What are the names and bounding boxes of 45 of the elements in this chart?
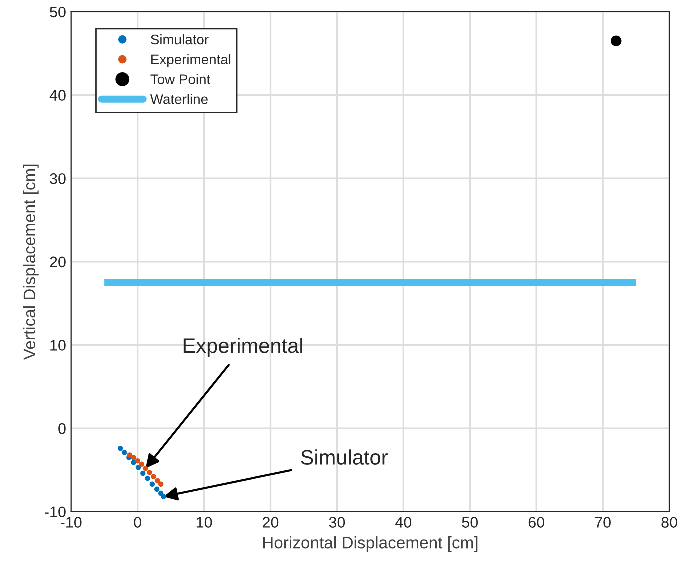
point bbox=[143, 466, 148, 472]
legend-label: Tow Point bbox=[150, 74, 211, 84]
legend-label: Experimental bbox=[152, 54, 231, 68]
x-axis-title: Horizontal Displacement [cm] bbox=[263, 536, 478, 552]
point bbox=[158, 482, 164, 487]
legend-label: Simulator bbox=[151, 34, 209, 45]
x-tick-label: 70 bbox=[595, 517, 611, 528]
legend-label: Waterline bbox=[150, 94, 208, 104]
y-tick-label: -10 bbox=[45, 506, 66, 518]
x-tick-label: 60 bbox=[528, 517, 545, 528]
y-tick-label: 30 bbox=[50, 173, 66, 184]
x-tick-label: 30 bbox=[329, 517, 346, 528]
y-tick-label: 20 bbox=[50, 256, 66, 268]
point bbox=[610, 36, 622, 47]
annotation: Simulator bbox=[301, 450, 388, 465]
x-tick-label: -10 bbox=[60, 517, 82, 528]
annotation: Experimental bbox=[184, 338, 302, 358]
x-tick-label: 20 bbox=[263, 517, 279, 528]
x-tick-label: 40 bbox=[396, 517, 412, 528]
y-tick-label: 50 bbox=[50, 6, 66, 18]
x-tick-label: 0 bbox=[134, 517, 142, 528]
point bbox=[139, 462, 144, 467]
point bbox=[136, 465, 142, 470]
point bbox=[140, 470, 146, 476]
point bbox=[122, 450, 128, 456]
x-tick-label: 50 bbox=[462, 517, 478, 528]
point bbox=[151, 474, 156, 480]
point bbox=[131, 460, 136, 466]
y-tick-label: 40 bbox=[50, 90, 66, 101]
point bbox=[155, 478, 160, 484]
point bbox=[131, 455, 136, 460]
point bbox=[147, 470, 152, 476]
y-tick-label: 10 bbox=[50, 340, 66, 351]
y-tick-label: 0 bbox=[58, 423, 66, 434]
point bbox=[158, 490, 164, 496]
point bbox=[150, 482, 156, 487]
point bbox=[127, 452, 132, 458]
point bbox=[154, 486, 160, 492]
point bbox=[161, 494, 166, 500]
y-axis-title: Vertical Displacement [cm] bbox=[23, 164, 39, 360]
point bbox=[145, 476, 150, 482]
x-tick-label: 10 bbox=[196, 517, 212, 528]
point bbox=[118, 446, 124, 452]
point bbox=[135, 458, 140, 464]
x-tick-label: 80 bbox=[662, 517, 678, 528]
